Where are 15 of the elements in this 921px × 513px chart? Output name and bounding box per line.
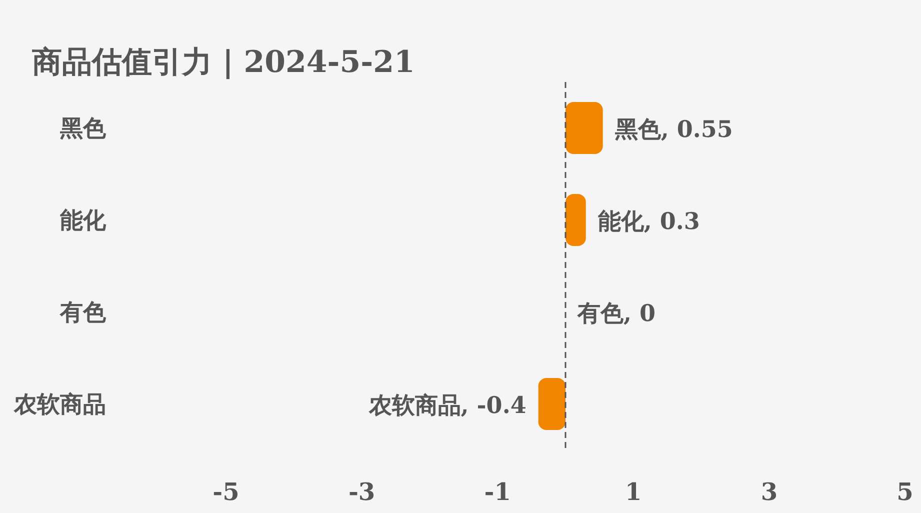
data-label: 能化, 0.3: [598, 208, 700, 235]
x-tick-label: -3: [348, 477, 376, 506]
x-tick-label: 3: [760, 477, 778, 506]
y-tick-label: 能化: [60, 207, 107, 234]
x-tick-label: -5: [212, 477, 240, 506]
chart-title: 商品估值引力 | 2024-5-21: [32, 45, 415, 80]
x-tick-label: 1: [625, 477, 642, 506]
y-tick-label: 农软商品: [13, 391, 106, 418]
data-label: 有色, 0: [576, 300, 656, 327]
y-tick-label: 黑色: [59, 115, 107, 142]
y-tick-label: 有色: [59, 299, 107, 326]
x-tick-label: -1: [484, 477, 511, 506]
data-label: 农软商品, -0.4: [368, 392, 526, 419]
data-label: 黑色, 0.55: [614, 116, 733, 143]
x-tick-label: 5: [896, 477, 914, 506]
